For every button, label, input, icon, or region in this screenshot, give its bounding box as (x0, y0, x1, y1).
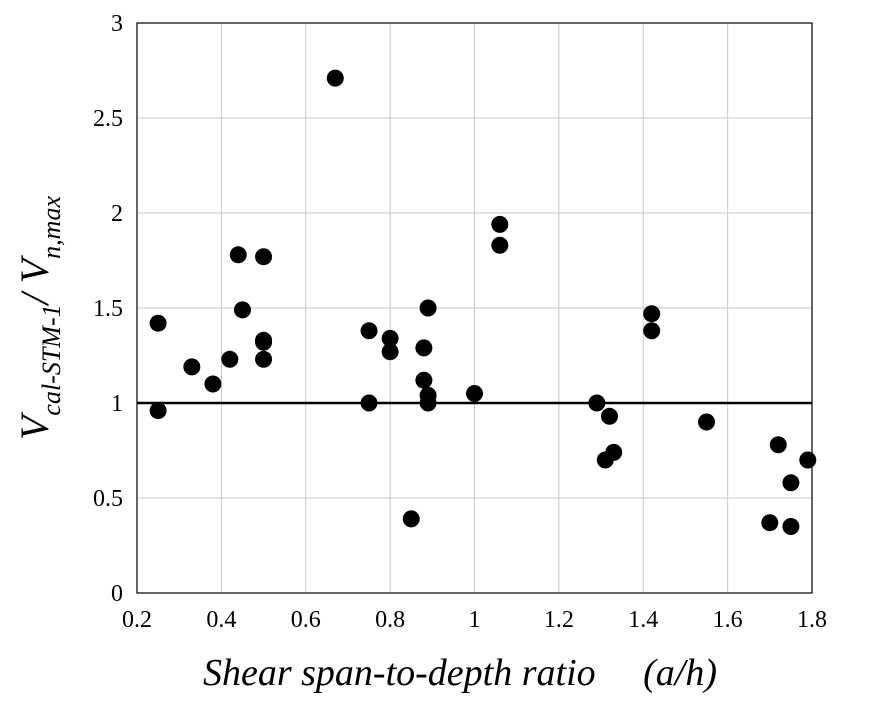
x-axis-title: Shear span-to-depth ratio (a/h) (203, 652, 717, 694)
data-point (799, 451, 817, 469)
x-tick-label: 0.4 (206, 607, 236, 633)
data-point (381, 343, 399, 361)
data-point (255, 350, 273, 368)
y-tick-label: 0.5 (93, 486, 123, 512)
y-axis-title-main-1: V (12, 411, 57, 440)
data-point (419, 299, 437, 317)
data-point (643, 322, 661, 340)
data-point (769, 436, 787, 454)
x-tick-label: 1.4 (628, 607, 658, 633)
data-point (255, 333, 273, 351)
data-point (782, 474, 800, 492)
data-point (221, 350, 239, 368)
data-point (466, 385, 483, 402)
x-tick-labels: 0.2 0.4 0.6 0.8 1 1.2 1.4 1.6 1.8 (122, 607, 827, 633)
y-tick-label: 0 (111, 581, 123, 607)
y-axis-title: Vcal-STM-1/ Vn,max (12, 196, 66, 440)
data-point (419, 394, 437, 412)
data-point (491, 215, 509, 233)
data-point (761, 514, 779, 532)
y-tick-label: 1 (111, 391, 123, 417)
y-axis-title-main-2: V (12, 254, 57, 283)
x-tick-label: 1.6 (713, 607, 743, 633)
y-tick-label: 3 (111, 11, 123, 37)
data-point (183, 358, 201, 376)
y-tick-label: 2.5 (93, 106, 123, 132)
data-point (415, 339, 433, 357)
data-point (491, 236, 509, 254)
y-axis-title-sub-1: cal-STM-1 (37, 304, 66, 415)
data-point (402, 510, 420, 528)
data-point (360, 394, 378, 412)
y-tick-labels: 0 0.5 1 1.5 2 2.5 3 (93, 11, 123, 607)
data-point (782, 518, 800, 535)
data-point (233, 301, 251, 319)
data-point (204, 375, 222, 393)
data-point (588, 394, 606, 412)
y-axis-title-sub-2: n,max (37, 196, 66, 259)
data-point (255, 248, 273, 266)
data-point (601, 407, 618, 425)
data-point (229, 246, 247, 264)
x-tick-label: 0.6 (291, 607, 321, 633)
y-tick-label: 2 (111, 201, 123, 227)
plot-frame (136, 22, 813, 594)
data-point (643, 305, 661, 323)
data-point (605, 443, 623, 461)
x-tick-label: 1 (469, 607, 481, 633)
data-point (360, 322, 378, 340)
y-axis-title-separator: / (12, 283, 57, 306)
data-point (698, 413, 716, 431)
x-tick-label: 1.2 (544, 607, 574, 633)
data-point (326, 69, 344, 87)
x-tick-label: 1.8 (797, 607, 827, 633)
data-point (381, 329, 399, 347)
data-point (149, 402, 167, 420)
x-tick-label: 0.8 (375, 607, 405, 633)
data-point (415, 371, 433, 389)
y-tick-label: 1.5 (93, 296, 123, 322)
x-tick-label: 0.2 (122, 607, 152, 633)
data-point (149, 314, 167, 332)
data-points (149, 69, 817, 535)
